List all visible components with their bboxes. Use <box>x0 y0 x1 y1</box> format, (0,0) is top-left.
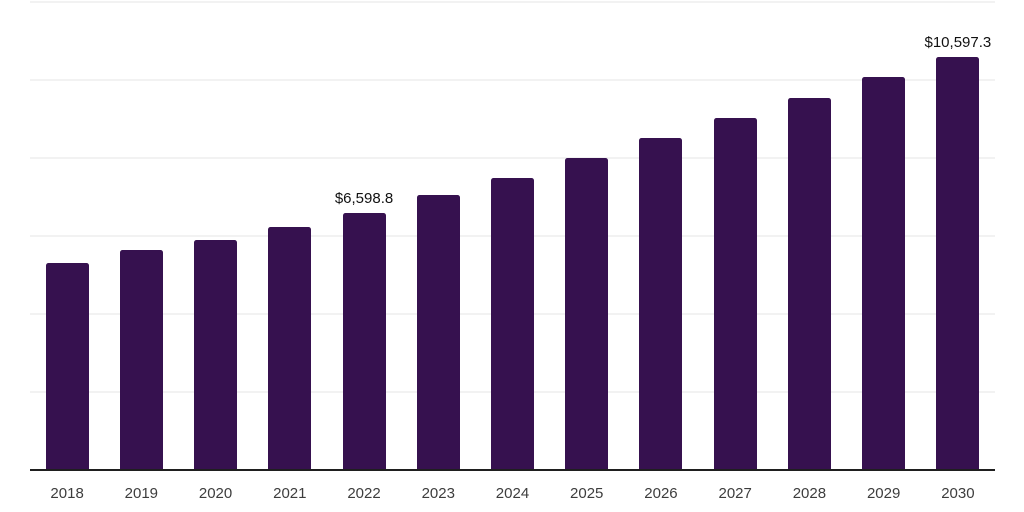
gridline <box>30 157 995 159</box>
bar-2023 <box>416 195 460 470</box>
bar-value-label-2030: $10,597.3 <box>924 33 992 51</box>
bar-2022 <box>342 212 386 470</box>
x-tick-label-2019: 2019 <box>124 485 159 502</box>
bar-2021 <box>268 227 312 470</box>
x-tick-label-2021: 2021 <box>273 485 307 502</box>
x-tick-label-2018: 2018 <box>50 485 84 502</box>
x-tick-label-2026: 2026 <box>644 485 678 502</box>
x-tick-label-2027: 2027 <box>718 485 752 502</box>
x-tick-label-2029: 2029 <box>866 485 901 502</box>
bar-2018 <box>45 262 89 470</box>
bar-2028 <box>787 97 831 470</box>
x-tick-label-2022: 2022 <box>347 485 381 502</box>
bar-2030 <box>936 56 980 470</box>
x-tick-label-2030: 2030 <box>941 485 975 502</box>
gridline <box>30 79 995 81</box>
x-tick-label-2020: 2020 <box>198 485 233 502</box>
x-tick-label-2024: 2024 <box>495 485 530 502</box>
bar-value-label-2022: $6,598.8 <box>334 189 394 207</box>
gridline <box>30 1 995 3</box>
x-tick-label-2023: 2023 <box>421 485 455 502</box>
bar-2026 <box>639 138 683 470</box>
bar-2025 <box>565 158 609 470</box>
bar-2027 <box>713 118 757 470</box>
bar-2020 <box>194 240 238 470</box>
bar-2029 <box>862 77 906 470</box>
bar-2019 <box>119 250 163 470</box>
bar-2024 <box>491 178 534 470</box>
x-axis-line <box>30 469 995 471</box>
x-tick-label-2028: 2028 <box>792 485 827 502</box>
x-tick-label-2025: 2025 <box>570 485 604 502</box>
